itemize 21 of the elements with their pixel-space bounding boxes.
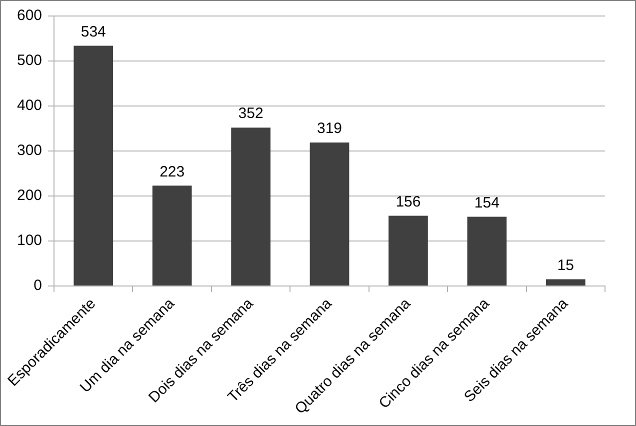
y-tick-label: 600 [16,7,42,24]
y-tick-label: 0 [34,277,42,294]
y-tick-label: 300 [16,142,42,160]
data-label: 156 [396,193,421,210]
data-label: 319 [317,120,342,138]
data-label: 15 [557,256,574,274]
data-label: 223 [160,163,185,180]
bar [546,279,586,286]
y-tick-label: 400 [16,97,42,114]
y-tick-label: 100 [16,232,42,250]
bar [388,216,428,286]
y-tick-label: 500 [16,52,42,70]
bar [152,186,192,286]
data-label: 352 [238,105,264,122]
bar [467,216,507,286]
y-tick-label: 200 [16,187,42,204]
data-label: 154 [474,194,500,212]
bar [310,142,350,286]
bar [74,46,114,286]
data-label: 534 [80,23,106,40]
bar [231,128,270,286]
